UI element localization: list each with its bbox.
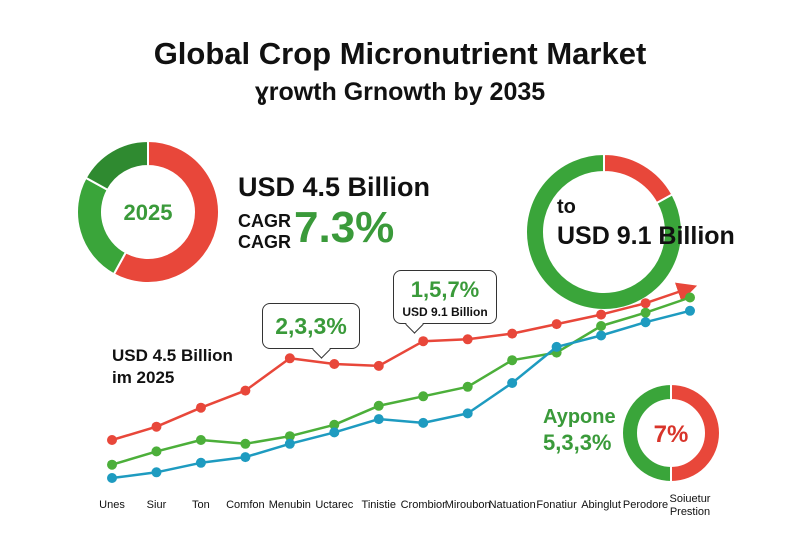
x-tick-label: Miroubon	[445, 499, 491, 511]
x-tick-label: Comfon	[226, 499, 265, 511]
series-2-point-12	[640, 317, 651, 328]
x-tick-label: Abinglut	[581, 499, 621, 511]
series-0-point-9	[507, 328, 518, 339]
chart-title: Global Crop Micronutrient Market	[153, 36, 647, 71]
series-1-point-6	[373, 400, 384, 411]
series-1-point-1	[151, 446, 162, 457]
series-2-point-8	[462, 408, 473, 419]
cagr-label-1: CAGR	[238, 211, 291, 231]
series-0-point-10	[551, 319, 562, 330]
cagr-value: 7.3%	[294, 203, 395, 252]
series-0-point-2	[195, 402, 206, 413]
donut-small	[621, 382, 721, 484]
series-line-2	[111, 309, 691, 480]
series-1-point-9	[507, 355, 518, 366]
series-0-point-1	[151, 421, 162, 432]
series-1-point-12	[640, 307, 651, 318]
chart-subtitle: ɣrowth Grnowth by 2035	[254, 78, 546, 106]
series-1-point-0	[107, 459, 117, 470]
series-2-point-7	[418, 417, 429, 428]
small-donut-value: 5,3,3%	[543, 430, 612, 455]
series-2-point-6	[373, 414, 384, 425]
series-2-point-0	[107, 473, 117, 483]
x-tick-label: Unes	[99, 499, 125, 511]
line-series	[107, 282, 698, 483]
series-1-point-11	[596, 321, 607, 331]
series-line-1	[111, 296, 691, 466]
series-0-point-11	[596, 309, 607, 320]
donut-2035-slice-1	[525, 152, 683, 311]
series-0-point-6	[373, 360, 384, 371]
series-2-point-5	[329, 427, 340, 438]
donut-small-slice-0	[670, 382, 721, 484]
donut-2025-slice-2	[84, 139, 149, 192]
series-2-point-1	[151, 467, 162, 478]
series-0-point-4	[284, 353, 295, 364]
cagr-label-2: CAGR	[238, 232, 291, 252]
x-tick-label: Crombior	[401, 499, 447, 511]
donut-2025-slice-1	[76, 176, 128, 276]
series-0-point-8	[462, 334, 473, 345]
series-0-point-0	[107, 435, 117, 445]
series-0-point-5	[329, 359, 340, 369]
donut-small-slice-1	[621, 382, 672, 484]
series-2-point-9	[507, 378, 518, 388]
forecast-value: USD 9.1 Billion	[557, 222, 735, 250]
series-2-point-10	[551, 341, 562, 352]
x-tick-label: Tinistie	[362, 499, 396, 511]
series-1-point-4	[284, 431, 295, 442]
x-tick-label: Fonatiur	[536, 499, 577, 511]
x-tick-label: Uctarec	[315, 499, 353, 511]
x-tick-label: Ton	[192, 499, 210, 511]
x-tick-label: Menubin	[269, 499, 311, 511]
x-tick-labels: Unes Siur Ton Comfon Menubin Uctarec Tinistie C…	[99, 493, 711, 518]
series-0-point-3	[240, 385, 251, 396]
donut-2025-label: 2025	[124, 200, 173, 225]
series-1-point-13	[685, 292, 695, 303]
x-tick-label: Perodore	[623, 499, 668, 511]
annotation-year: im 2025	[112, 368, 175, 387]
market-value-2025: USD 4.5 Billion	[238, 172, 431, 202]
series-2-point-11	[596, 330, 607, 341]
series-2-point-13	[685, 305, 695, 316]
callout-growth-2-value: 1,5,7%	[410, 277, 480, 302]
small-donut-name: Aypone	[543, 406, 616, 428]
donut-small-center-label: 7%	[654, 421, 689, 448]
donut-2035	[525, 152, 683, 311]
series-0-point-7	[418, 336, 429, 347]
series-1-point-2	[195, 435, 206, 445]
donut-2025	[76, 139, 220, 284]
series-2-point-3	[240, 452, 251, 463]
x-tick-label: Soiuetur Prestion	[670, 493, 711, 518]
x-tick-label: Natuation	[489, 499, 536, 511]
series-line-0	[111, 282, 698, 442]
callout-growth-1: 2,3,3%	[262, 303, 360, 349]
callout-growth-2: 1,5,7% USD 9.1 Billion	[393, 270, 497, 324]
donut-2025-slice-0	[112, 139, 220, 284]
series-1-point-5	[329, 419, 340, 430]
forecast-to-label: to	[557, 196, 576, 218]
series-2-point-2	[195, 457, 206, 468]
series-2-point-4	[284, 438, 295, 449]
annotation-value: USD 4.5 Billion	[112, 346, 233, 365]
donut-2035-slice-0	[603, 152, 674, 205]
x-tick-label: Siur	[147, 499, 167, 511]
callout-growth-2-subtitle: USD 9.1 Billion	[402, 305, 488, 319]
series-0-point-12	[640, 298, 651, 309]
series-1-point-7	[418, 391, 429, 402]
series-1-point-8	[462, 381, 473, 392]
series-1-point-3	[240, 438, 251, 449]
